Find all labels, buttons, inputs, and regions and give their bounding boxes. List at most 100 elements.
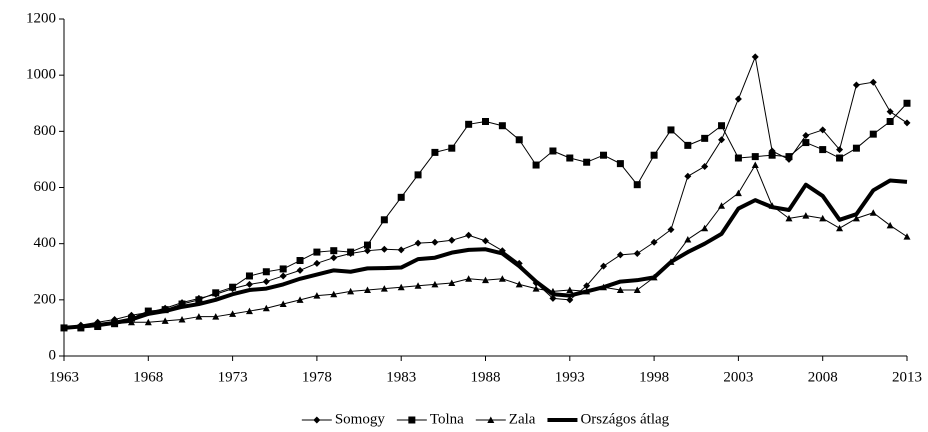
- marker: [616, 251, 624, 259]
- marker: [650, 238, 658, 246]
- marker: [431, 148, 439, 156]
- marker: [836, 154, 844, 162]
- marker: [852, 144, 860, 152]
- marker: [279, 272, 287, 280]
- marker: [836, 224, 844, 232]
- marker: [684, 141, 692, 149]
- marker: [903, 119, 911, 127]
- marker: [886, 221, 894, 229]
- marker: [852, 81, 860, 89]
- marker: [718, 136, 726, 144]
- marker: [802, 132, 810, 140]
- marker: [330, 247, 338, 255]
- marker: [785, 153, 793, 161]
- marker: [296, 266, 304, 274]
- marker: [718, 202, 726, 209]
- marker: [229, 310, 237, 317]
- marker: [144, 318, 152, 326]
- y-tick-label: 800: [34, 123, 57, 139]
- marker: [633, 181, 641, 189]
- marker: [347, 287, 355, 295]
- marker: [414, 171, 422, 179]
- x-tick-label: 1983: [386, 369, 416, 385]
- marker: [667, 226, 675, 234]
- marker: [144, 307, 152, 315]
- marker: [363, 286, 371, 294]
- marker: [549, 147, 557, 155]
- marker: [600, 262, 608, 270]
- y-tick-label: 600: [34, 179, 57, 195]
- marker: [734, 154, 742, 162]
- legend-item: Országos átlag: [547, 411, 670, 427]
- marker: [245, 280, 253, 288]
- marker: [414, 239, 422, 247]
- marker: [487, 416, 495, 423]
- marker: [347, 248, 355, 256]
- marker: [549, 294, 557, 302]
- marker: [886, 108, 894, 116]
- legend-label: Somogy: [335, 411, 386, 427]
- x-tick-label: 2003: [723, 369, 753, 385]
- marker: [212, 313, 220, 320]
- marker: [178, 300, 186, 308]
- marker: [802, 139, 810, 147]
- marker: [296, 296, 304, 303]
- marker: [515, 280, 523, 288]
- marker: [515, 136, 523, 144]
- marker: [296, 257, 304, 265]
- legend-item: Zala: [475, 411, 536, 427]
- y-tick-label: 1000: [26, 67, 56, 83]
- marker: [583, 158, 591, 166]
- series-line: [63, 178, 908, 330]
- series-line: [63, 56, 908, 329]
- marker: [161, 317, 169, 324]
- y-tick-label: 200: [34, 291, 57, 307]
- y-tick-label: 0: [49, 347, 57, 363]
- marker: [751, 161, 759, 169]
- marker: [229, 283, 237, 291]
- marker: [380, 216, 388, 224]
- marker: [262, 268, 270, 276]
- marker: [566, 296, 574, 304]
- marker: [313, 292, 321, 299]
- x-tick-label: 2008: [808, 369, 838, 385]
- marker: [330, 290, 338, 298]
- marker: [482, 276, 489, 284]
- legend-label: Országos átlag: [580, 411, 669, 427]
- marker: [498, 122, 506, 130]
- marker: [684, 172, 692, 180]
- marker: [397, 246, 405, 254]
- x-tick-label: 1988: [471, 369, 501, 385]
- marker: [751, 53, 759, 61]
- marker: [616, 160, 624, 168]
- marker: [819, 146, 827, 154]
- x-tick-label: 1973: [218, 369, 248, 385]
- marker: [701, 162, 709, 170]
- marker: [195, 313, 203, 320]
- legend-item: Tolna: [396, 411, 464, 427]
- marker: [734, 189, 742, 197]
- marker: [195, 296, 203, 304]
- marker: [465, 275, 473, 282]
- legend: Somogy Tolna Zala Országos átlag: [301, 411, 670, 427]
- marker: [836, 146, 844, 154]
- marker: [482, 237, 489, 245]
- marker: [532, 285, 540, 292]
- marker: [245, 307, 253, 315]
- x-tick-label: 1978: [302, 369, 332, 385]
- marker: [583, 282, 591, 290]
- marker: [616, 286, 624, 294]
- marker: [903, 99, 911, 107]
- y-tick-label: 1200: [26, 10, 56, 26]
- marker: [869, 78, 877, 86]
- marker: [414, 282, 422, 289]
- marker: [886, 118, 894, 126]
- marker: [751, 153, 759, 161]
- marker: [819, 214, 827, 222]
- marker: [431, 280, 439, 288]
- marker: [279, 265, 287, 273]
- legend-label: Tolna: [430, 411, 464, 427]
- x-tick-label: 1963: [49, 369, 79, 385]
- legend-item: Somogy: [301, 411, 386, 427]
